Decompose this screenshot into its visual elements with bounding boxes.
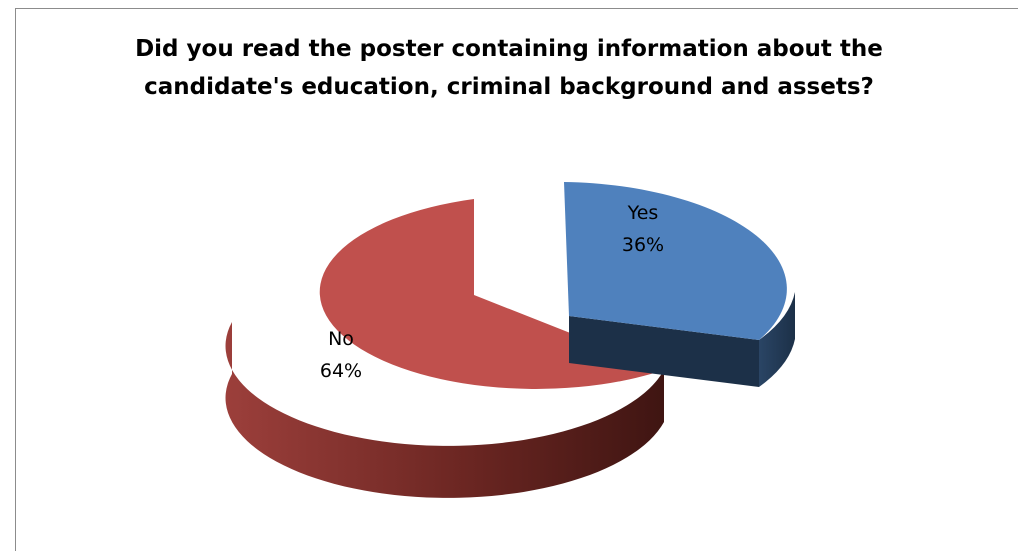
chart-title-line-1: Did you read the poster containing infor… <box>135 36 883 62</box>
pie-slice-yes-top <box>564 182 787 340</box>
pie-label-no-value: 64% <box>320 360 362 382</box>
pie-label-no-name: No <box>328 328 354 350</box>
pie-slice-yes-front-side <box>569 316 759 387</box>
pie-label-yes-name: Yes <box>627 202 659 224</box>
chart-title-line-2: candidate's education, criminal backgrou… <box>144 74 874 100</box>
pie-slice-no-side <box>225 322 664 498</box>
pie-slice-yes-arc-side <box>759 292 795 387</box>
chart-title: Did you read the poster containing infor… <box>0 30 1018 106</box>
pie-label-yes-value: 36% <box>622 234 664 256</box>
pie-slice-yes: Yes 36% <box>564 182 795 387</box>
